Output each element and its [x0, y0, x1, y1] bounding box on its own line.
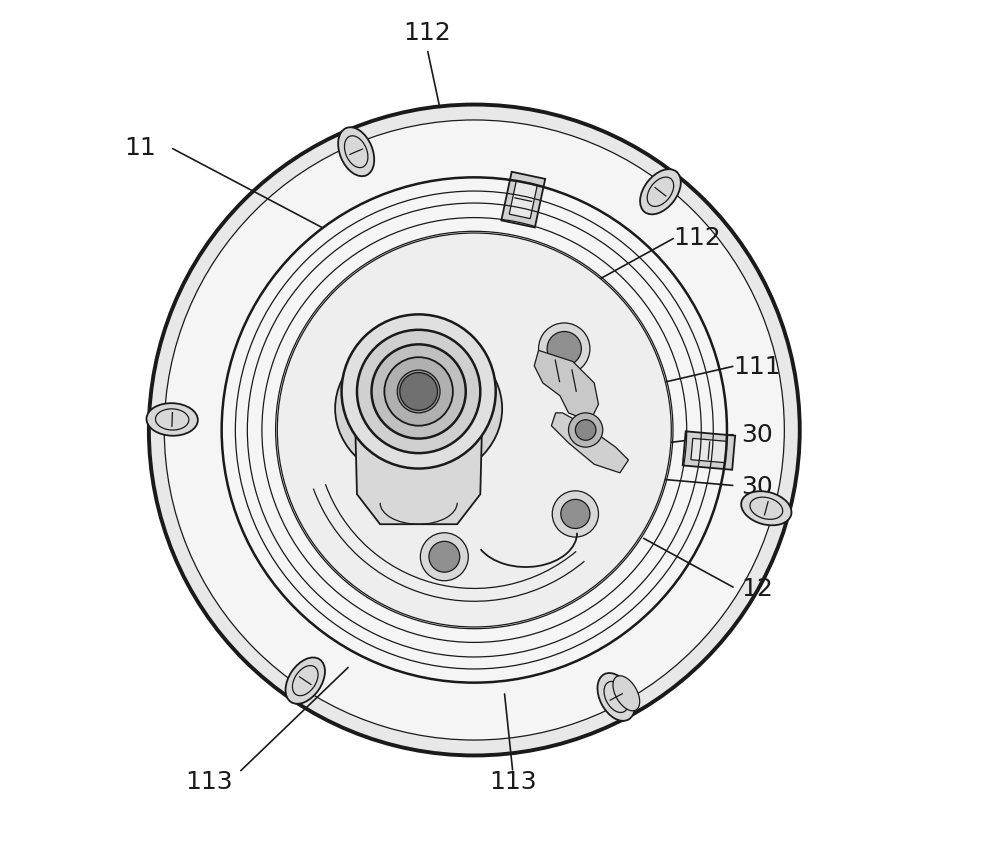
Ellipse shape — [146, 404, 198, 437]
Polygon shape — [551, 413, 628, 474]
Ellipse shape — [286, 658, 325, 704]
Polygon shape — [534, 351, 598, 422]
Circle shape — [420, 533, 468, 581]
Ellipse shape — [338, 128, 374, 177]
Circle shape — [384, 358, 453, 426]
Ellipse shape — [335, 337, 502, 482]
Polygon shape — [691, 439, 727, 463]
Text: 112: 112 — [673, 226, 721, 250]
Circle shape — [277, 233, 671, 628]
Ellipse shape — [613, 676, 640, 711]
Circle shape — [164, 121, 784, 740]
Ellipse shape — [640, 170, 681, 215]
Circle shape — [561, 499, 590, 529]
Text: 30: 30 — [741, 423, 773, 447]
Circle shape — [547, 332, 581, 366]
Text: 30: 30 — [741, 474, 773, 499]
Text: 11: 11 — [124, 136, 156, 160]
Circle shape — [575, 420, 596, 441]
Text: 111: 111 — [733, 355, 781, 378]
Polygon shape — [683, 432, 735, 470]
Ellipse shape — [741, 492, 792, 526]
Text: 12: 12 — [741, 577, 773, 601]
Text: 112: 112 — [403, 21, 451, 45]
Circle shape — [357, 331, 480, 454]
Circle shape — [539, 324, 590, 375]
Text: 113: 113 — [489, 769, 537, 793]
Polygon shape — [509, 182, 537, 220]
Text: 113: 113 — [185, 769, 233, 793]
Polygon shape — [354, 392, 483, 524]
Circle shape — [429, 542, 460, 573]
Circle shape — [569, 413, 603, 448]
Circle shape — [372, 345, 466, 439]
Circle shape — [552, 492, 598, 537]
Circle shape — [397, 370, 440, 413]
Polygon shape — [501, 172, 545, 228]
Ellipse shape — [597, 673, 635, 721]
Circle shape — [149, 105, 800, 756]
Circle shape — [400, 373, 437, 411]
Circle shape — [342, 315, 496, 469]
